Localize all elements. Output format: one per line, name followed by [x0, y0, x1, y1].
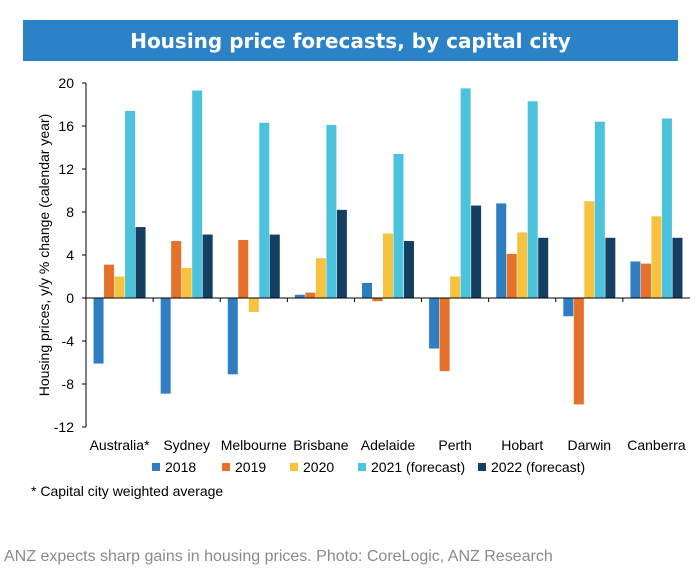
- bar: [160, 298, 171, 394]
- bar: [594, 121, 605, 298]
- bar: [393, 153, 404, 298]
- y-tick-label: 12: [58, 161, 74, 177]
- y-tick-label: -8: [62, 376, 75, 392]
- bar: [104, 264, 115, 298]
- footnote: * Capital city weighted average: [31, 483, 224, 499]
- bar: [450, 276, 461, 298]
- bar: [171, 241, 182, 298]
- bar: [640, 263, 651, 298]
- x-tick-label: Brisbane: [293, 437, 348, 453]
- x-tick-label: Hobart: [501, 437, 543, 453]
- legend-label: 2019: [235, 459, 266, 475]
- x-tick-label: Perth: [438, 437, 471, 453]
- bar: [605, 237, 616, 298]
- bar: [471, 205, 482, 298]
- title-bar: Housing price forecasts, by capital city: [23, 20, 678, 61]
- bar: [227, 298, 238, 375]
- y-tick-label: 16: [58, 118, 74, 134]
- bar: [181, 267, 192, 298]
- photo-caption: ANZ expects sharp gains in housing price…: [4, 548, 553, 565]
- bar: [269, 234, 280, 298]
- bar: [439, 298, 450, 372]
- bar: [336, 209, 347, 298]
- bar: [125, 110, 136, 298]
- bar: [563, 298, 574, 317]
- legend-label: 2022 (forecast): [491, 459, 585, 475]
- legend-swatch: [222, 463, 230, 471]
- bar: [584, 201, 595, 298]
- legend-swatch: [152, 463, 160, 471]
- legend-label: 2021 (forecast): [371, 459, 465, 475]
- y-tick-label: 20: [58, 75, 74, 91]
- legend-label: 2020: [303, 459, 334, 475]
- legend-swatch: [478, 463, 486, 471]
- y-axis-label: Housing prices, y/y % change (calendar y…: [36, 114, 52, 396]
- y-tick-label: 8: [66, 204, 74, 220]
- bar: [372, 298, 383, 302]
- bar: [517, 232, 528, 298]
- legend-label: 2018: [165, 459, 196, 475]
- x-tick-label: Australia*: [90, 437, 150, 453]
- y-tick-label: 4: [66, 247, 74, 263]
- bar: [573, 298, 584, 405]
- bar: [362, 282, 372, 298]
- x-tick-label: Adelaide: [361, 437, 416, 453]
- bar: [429, 298, 440, 349]
- bar: [496, 203, 507, 298]
- bar: [672, 237, 683, 298]
- bar: [114, 276, 125, 298]
- chart-title: Housing price forecasts, by capital city: [130, 28, 571, 53]
- x-tick-label: Darwin: [568, 437, 612, 453]
- x-tick-label: Sydney: [163, 437, 210, 453]
- y-tick-label: -4: [62, 333, 75, 349]
- bar: [192, 90, 203, 299]
- y-tick-label: 0: [66, 290, 74, 306]
- bar: [238, 239, 249, 298]
- bar: [506, 253, 517, 298]
- bars: [93, 88, 683, 405]
- bar: [383, 233, 393, 298]
- bar: [93, 298, 104, 364]
- x-tick-label: Canberra: [627, 437, 686, 453]
- bar: [527, 101, 538, 299]
- bar: [651, 216, 662, 298]
- y-axis: -12 -8 -4 0 4 8 12 16 20: [54, 75, 87, 435]
- bar: [135, 227, 146, 298]
- y-tick-label: -12: [54, 419, 74, 435]
- x-axis: Australia* Sydney Melbourne Brisbane Adelaid…: [86, 297, 690, 453]
- bar: [630, 261, 641, 298]
- bar: [294, 294, 305, 298]
- bar: [202, 234, 213, 298]
- bar: [315, 258, 326, 298]
- bar: [259, 122, 270, 299]
- bar: [460, 88, 471, 298]
- legend-swatch: [290, 463, 298, 471]
- bar: [248, 298, 259, 312]
- bar: [404, 241, 414, 298]
- bar: [305, 292, 316, 298]
- legend: 2018 2019 2020 2021 (forecast) 2022 (forecas…: [152, 459, 585, 475]
- x-tick-label: Melbourne: [221, 437, 287, 453]
- bar: [661, 118, 672, 298]
- bar: [326, 124, 337, 298]
- bar: [538, 237, 549, 298]
- legend-swatch: [358, 463, 366, 471]
